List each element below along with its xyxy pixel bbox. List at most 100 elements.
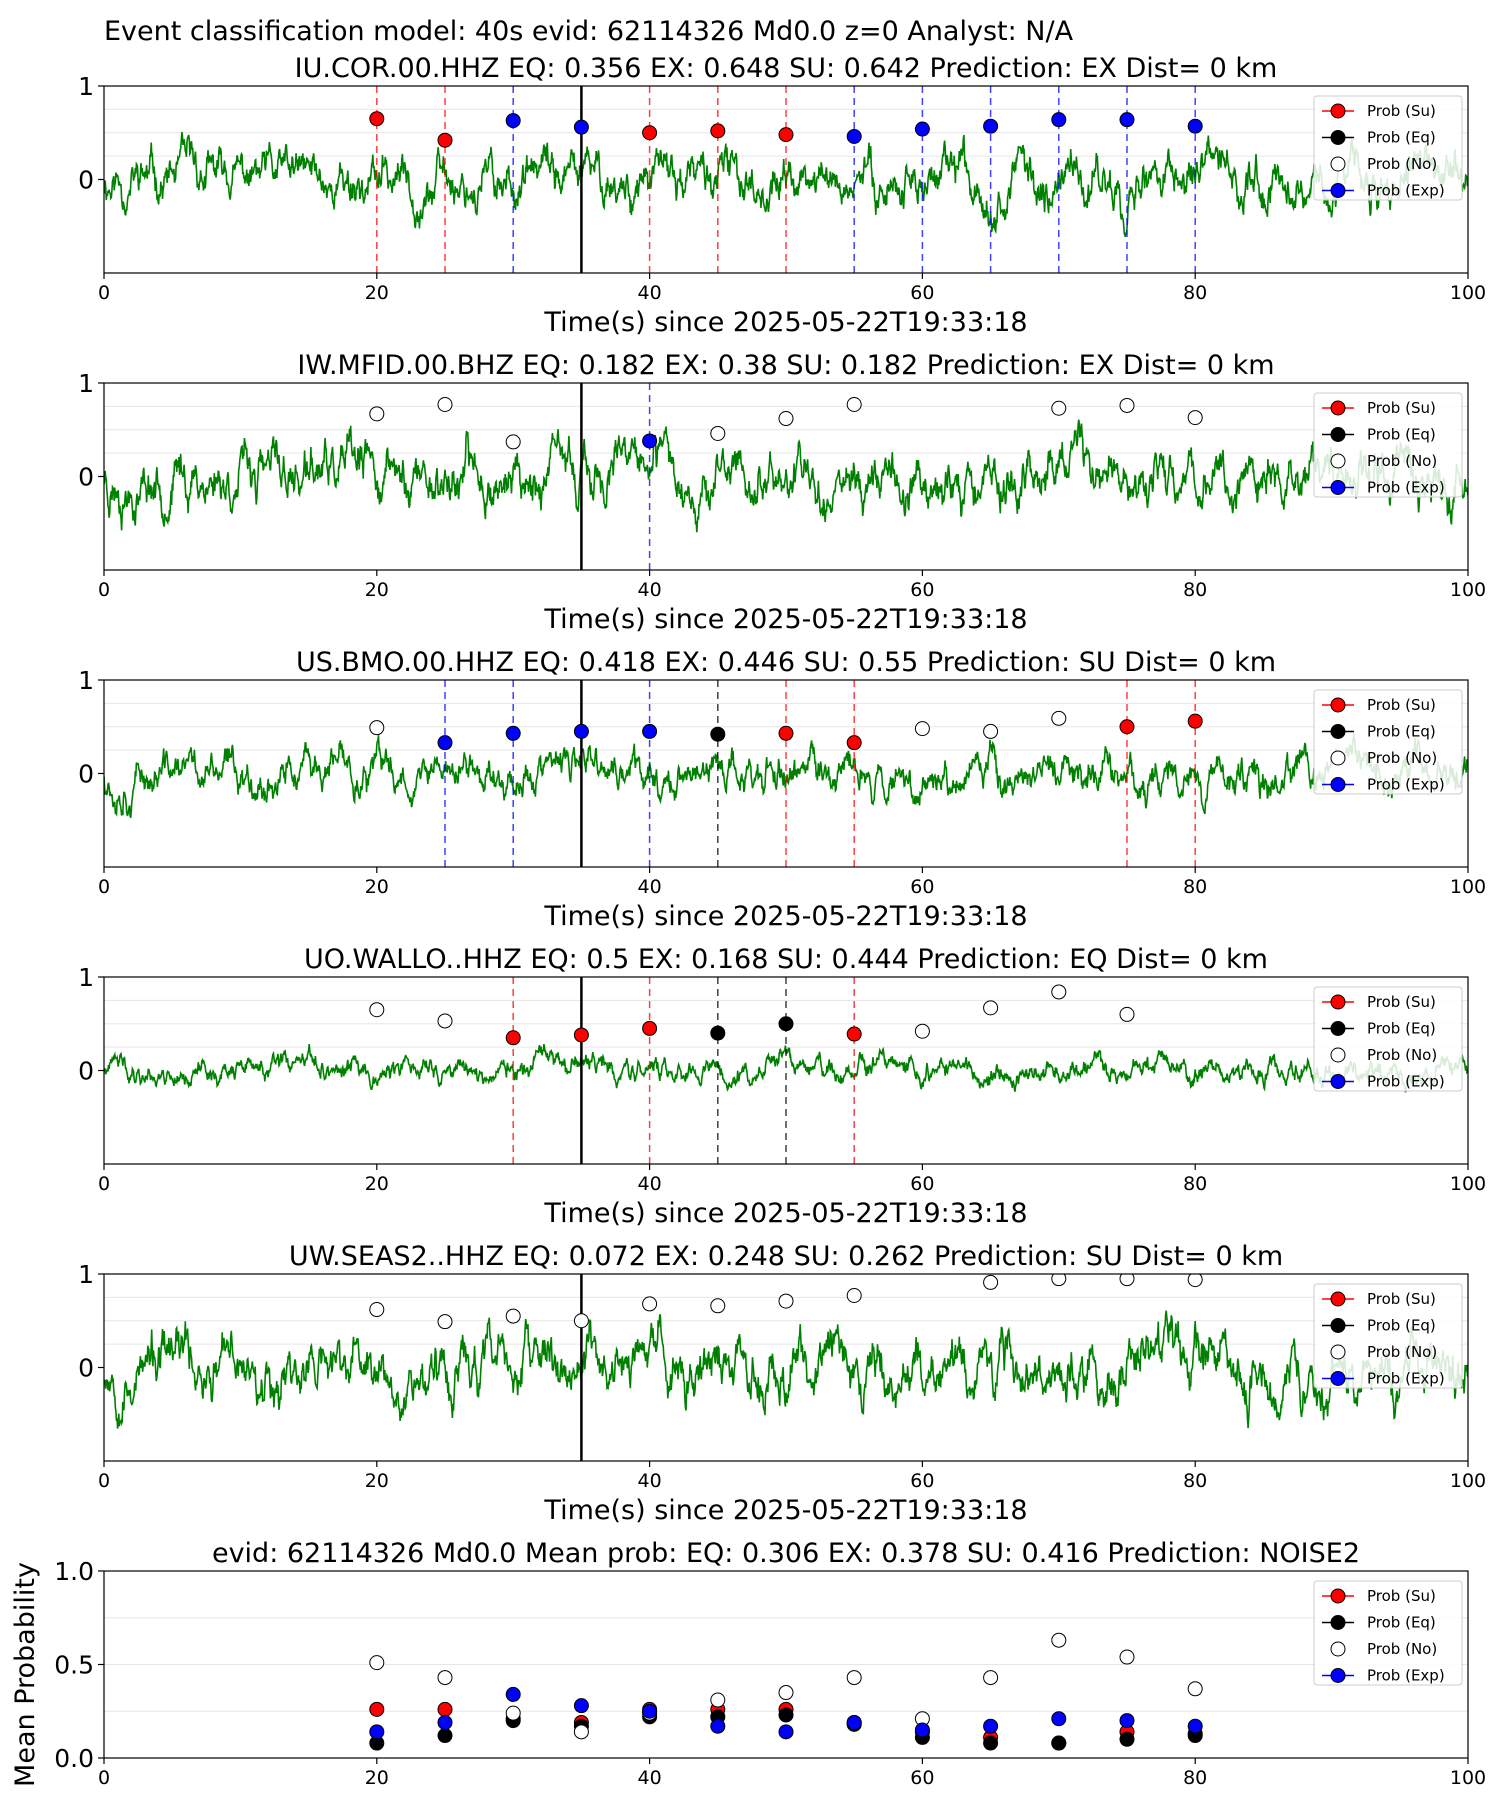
x-tick-label: 80: [1183, 1173, 1207, 1195]
mean-point-exp: [505, 1686, 521, 1702]
prob-point-su: [778, 127, 794, 143]
prob-point-no: [983, 1000, 999, 1016]
prob-point-no: [369, 1302, 385, 1318]
legend-marker-no: [1330, 1641, 1346, 1657]
legend-3: Prob (Su) Prob (Eq) Prob (No) Prob (Exp): [1313, 689, 1463, 795]
legend-frame: [1313, 392, 1463, 498]
waveform-line: [104, 419, 1468, 533]
prob-point-su: [505, 1030, 521, 1046]
legend-marker-eq: [1330, 427, 1346, 442]
prob-point-exp: [1187, 118, 1203, 134]
prob-point-no: [710, 1298, 726, 1314]
x-axis-label: Time(s) since 2025-05-22T19:33:18: [543, 1198, 1027, 1229]
x-tick-label: 20: [365, 282, 389, 304]
prob-point-exp: [573, 119, 589, 135]
legend-marker-su: [1330, 1291, 1346, 1307]
x-axis-label: Time(s) since 2025-05-22T19:33:18: [543, 901, 1027, 932]
x-tick-label: 100: [1450, 1767, 1486, 1789]
prob-point-su: [437, 132, 453, 148]
legend-marker-eq: [1330, 724, 1346, 739]
legend-frame: [1313, 1283, 1463, 1389]
prob-point-su: [778, 725, 794, 741]
mean-point-no: [437, 1670, 453, 1686]
legend-marker-no: [1330, 750, 1346, 766]
legend-4: Prob (Su) Prob (Eq) Prob (No) Prob (Exp): [1313, 986, 1463, 1092]
panel-3: US.BMO.00.HHZ EQ: 0.418 EX: 0.446 SU: 0.…: [78, 647, 1486, 932]
panel-1: IU.COR.00.HHZ EQ: 0.356 EX: 0.648 SU: 0.…: [78, 53, 1486, 338]
prob-point-exp: [846, 128, 862, 144]
mean-point-su: [437, 1701, 453, 1717]
x-tick-label: 0: [98, 1470, 110, 1492]
prob-point-su: [1119, 719, 1135, 735]
x-tick-label: 60: [910, 1173, 934, 1195]
legend-label-eq: Prob (Eq): [1367, 1020, 1436, 1038]
y-tick-label: 0: [78, 463, 94, 492]
prob-point-su: [642, 1020, 658, 1036]
x-tick-label: 60: [910, 1470, 934, 1492]
mean-point-no: [983, 1670, 999, 1686]
mean-point-exp: [1119, 1713, 1135, 1729]
y-tick-label: 0: [78, 166, 94, 195]
x-tick-label: 100: [1450, 282, 1486, 304]
prob-point-no: [1187, 410, 1203, 426]
mean-point-eq: [778, 1707, 794, 1723]
mean-point-exp: [914, 1722, 930, 1738]
prob-point-no: [914, 1023, 930, 1039]
x-tick-label: 40: [638, 579, 662, 601]
x-tick-label: 100: [1450, 876, 1486, 898]
mean-point-no: [369, 1655, 385, 1671]
y-axis-label: Mean Probability: [10, 1562, 41, 1787]
x-tick-label: 20: [365, 579, 389, 601]
x-tick-label: 40: [638, 282, 662, 304]
y-tick-label: 1: [78, 369, 94, 398]
x-tick-label: 100: [1450, 579, 1486, 601]
y-tick-label: 0: [78, 1057, 94, 1086]
y-tick-label: 1.0: [54, 1557, 94, 1586]
mean-point-exp: [369, 1724, 385, 1740]
x-tick-label: 20: [365, 1470, 389, 1492]
prob-point-exp: [505, 113, 521, 129]
legend-label-no: Prob (No): [1367, 1343, 1437, 1361]
prob-point-eq: [710, 726, 726, 742]
legend-6: Prob (Su) Prob (Eq) Prob (No) Prob (Exp): [1313, 1580, 1463, 1686]
legend-marker-su: [1330, 697, 1346, 713]
prob-point-no: [1119, 1274, 1135, 1287]
legend-label-eq: Prob (Eq): [1367, 129, 1436, 147]
x-tick-label: 100: [1450, 1173, 1486, 1195]
panel-4: UO.WALLO..HHZ EQ: 0.5 EX: 0.168 SU: 0.44…: [78, 944, 1486, 1229]
legend-label-no: Prob (No): [1367, 749, 1437, 767]
legend-frame: [1313, 689, 1463, 795]
y-tick-label: 0: [78, 760, 94, 789]
prob-point-su: [573, 1027, 589, 1043]
panel-6: evid: 62114326 Md0.0 Mean prob: EQ: 0.30…: [10, 1538, 1486, 1789]
prob-point-su: [846, 735, 862, 751]
x-tick-label: 40: [638, 1767, 662, 1789]
panel-title: US.BMO.00.HHZ EQ: 0.418 EX: 0.446 SU: 0.…: [296, 647, 1276, 678]
prob-point-no: [437, 1314, 453, 1330]
panels: IU.COR.00.HHZ EQ: 0.356 EX: 0.648 SU: 0.…: [10, 53, 1486, 1789]
legend-marker-no: [1330, 1047, 1346, 1063]
mean-point-no: [778, 1685, 794, 1701]
legend-marker-su: [1330, 1588, 1346, 1604]
legend-marker-su: [1330, 994, 1346, 1010]
legend-label-no: Prob (No): [1367, 155, 1437, 173]
prob-point-no: [1051, 400, 1067, 416]
prob-point-su: [642, 125, 658, 141]
prob-point-no: [983, 1274, 999, 1290]
y-tick-label: 0.0: [54, 1744, 94, 1773]
x-tick-label: 20: [365, 1173, 389, 1195]
prob-point-no: [369, 720, 385, 736]
legend-marker-eq: [1330, 130, 1346, 145]
prob-point-su: [846, 1026, 862, 1042]
y-tick-label: 1: [78, 72, 94, 101]
legend-label-exp: Prob (Exp): [1367, 479, 1445, 497]
x-tick-label: 0: [98, 1173, 110, 1195]
prob-point-no: [505, 434, 521, 450]
y-tick-label: 1: [78, 963, 94, 992]
legend-label-su: Prob (Su): [1367, 1587, 1436, 1605]
prob-point-su: [369, 111, 385, 127]
legend-label-exp: Prob (Exp): [1367, 1073, 1445, 1091]
x-tick-label: 40: [638, 1173, 662, 1195]
legend-marker-exp: [1330, 183, 1346, 198]
